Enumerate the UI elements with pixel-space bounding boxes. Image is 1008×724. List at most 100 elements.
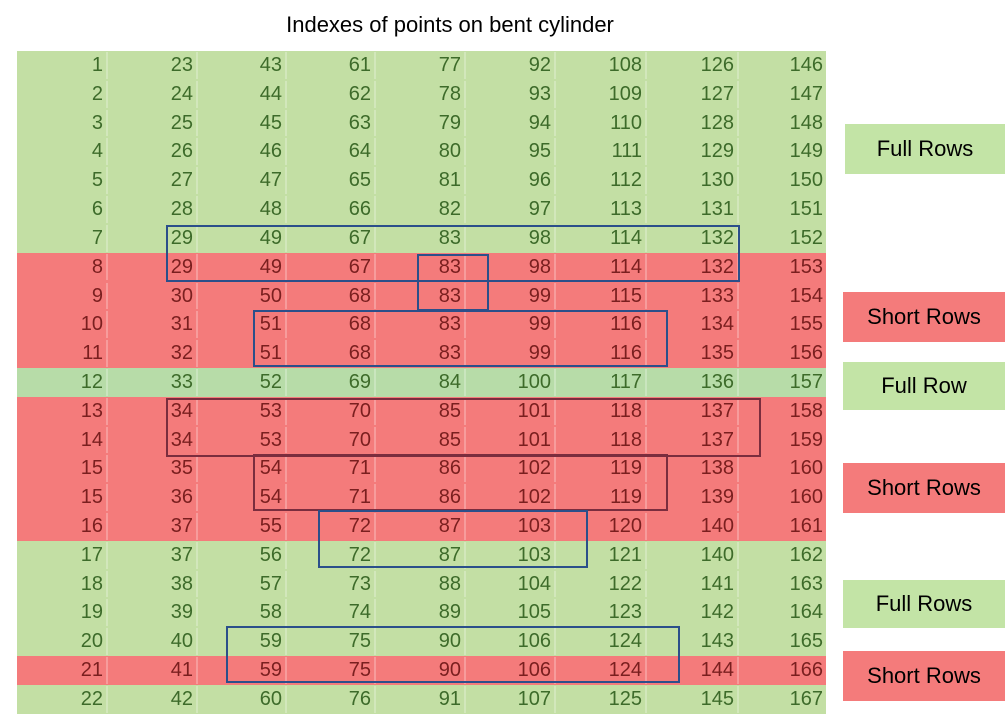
table-cell: 101 — [463, 397, 556, 425]
table-cell: 137 — [644, 397, 739, 425]
table-cell: 132 — [644, 224, 739, 252]
full-row: 19 39 58 74 89 105 123 142 164 — [17, 598, 828, 628]
table-cell: 161 — [736, 513, 828, 540]
table-cell: 93 — [463, 80, 556, 108]
table-cell: 59 — [195, 628, 287, 656]
table-cell: 148 — [736, 109, 828, 137]
table-cell: 33 — [105, 368, 198, 396]
table-cell: 99 — [463, 282, 556, 310]
table-cell: 91 — [373, 685, 466, 713]
full-row: 1 23 43 61 77 92 108 126 146 — [17, 51, 828, 80]
table-cell: 103 — [463, 541, 556, 569]
full-row: 4 26 46 64 80 95 111 129 149 — [17, 137, 828, 167]
table-cell: 63 — [284, 109, 376, 137]
table-cell: 4 — [17, 138, 108, 166]
table-cell: 144 — [644, 657, 739, 684]
table-cell: 50 — [195, 282, 287, 310]
table-cell: 106 — [463, 628, 556, 656]
table-cell: 124 — [553, 628, 647, 656]
table-cell: 56 — [195, 541, 287, 569]
legend-label: Short Rows — [843, 463, 1005, 513]
table-cell: 83 — [373, 282, 466, 310]
table-cell: 45 — [195, 109, 287, 137]
table-cell: 119 — [553, 455, 647, 483]
table-cell: 143 — [644, 628, 739, 656]
table-cell: 69 — [284, 368, 376, 396]
table-cell: 123 — [553, 599, 647, 627]
table-cell: 64 — [284, 138, 376, 166]
table-cell: 135 — [644, 340, 739, 367]
table-cell: 117 — [553, 368, 647, 396]
table-cell: 27 — [105, 167, 198, 195]
table-cell: 94 — [463, 109, 556, 137]
table-cell: 59 — [195, 657, 287, 684]
table-cell: 39 — [105, 599, 198, 627]
table-cell: 15 — [17, 455, 108, 483]
table-cell: 99 — [463, 311, 556, 339]
table-cell: 53 — [195, 426, 287, 454]
table-cell: 18 — [17, 570, 108, 598]
table-cell: 78 — [373, 80, 466, 108]
table-cell: 20 — [17, 628, 108, 656]
table-cell: 160 — [736, 484, 828, 511]
table-cell: 129 — [644, 138, 739, 166]
table-cell: 8 — [17, 253, 108, 281]
table-cell: 44 — [195, 80, 287, 108]
table-cell: 167 — [736, 685, 828, 713]
table-cell: 151 — [736, 196, 828, 223]
legend-label: Full Rows — [843, 580, 1005, 628]
table-cell: 146 — [736, 52, 828, 79]
table-cell: 162 — [736, 541, 828, 569]
table-cell: 51 — [195, 340, 287, 367]
table-cell: 108 — [553, 52, 647, 79]
table-cell: 43 — [195, 52, 287, 79]
full-row: 20 40 59 75 90 106 124 143 165 — [17, 627, 828, 657]
table-cell: 84 — [373, 368, 466, 396]
table-cell: 98 — [463, 253, 556, 281]
short-row: 15 36 54 71 86 102 119 139 160 — [17, 483, 828, 512]
table-cell: 79 — [373, 109, 466, 137]
table-cell: 138 — [644, 455, 739, 483]
table-cell: 145 — [644, 685, 739, 713]
table-cell: 34 — [105, 426, 198, 454]
table-cell: 118 — [553, 397, 647, 425]
table-cell: 31 — [105, 311, 198, 339]
table-cell: 16 — [17, 513, 108, 540]
table-cell: 163 — [736, 570, 828, 598]
table-cell: 26 — [105, 138, 198, 166]
table-cell: 72 — [284, 513, 376, 540]
table-cell: 125 — [553, 685, 647, 713]
table-cell: 164 — [736, 599, 828, 627]
table-cell: 132 — [644, 253, 739, 281]
short-row: 14 34 53 70 85 101 118 137 159 — [17, 425, 828, 455]
table-cell: 103 — [463, 513, 556, 540]
table-cell: 87 — [373, 541, 466, 569]
table-cell: 49 — [195, 224, 287, 252]
table-cell: 68 — [284, 282, 376, 310]
table-cell: 92 — [463, 52, 556, 79]
table-cell: 119 — [553, 484, 647, 511]
table-cell: 76 — [284, 685, 376, 713]
table-cell: 106 — [463, 657, 556, 684]
table-cell: 60 — [195, 685, 287, 713]
full-row: 17 37 56 72 87 103 121 140 162 — [17, 540, 828, 570]
table-cell: 51 — [195, 311, 287, 339]
table-cell: 68 — [284, 340, 376, 367]
table-cell: 99 — [463, 340, 556, 367]
table-cell: 65 — [284, 167, 376, 195]
table-cell: 2 — [17, 80, 108, 108]
table-cell: 85 — [373, 397, 466, 425]
table-cell: 5 — [17, 167, 108, 195]
table-cell: 133 — [644, 282, 739, 310]
table-cell: 141 — [644, 570, 739, 598]
index-table: 1 23 43 61 77 92 108 126 146 2 24 44 62 78 93 109 127 147… — [17, 51, 828, 714]
table-cell: 70 — [284, 397, 376, 425]
table-cell: 66 — [284, 196, 376, 223]
table-cell: 13 — [17, 397, 108, 425]
table-cell: 67 — [284, 224, 376, 252]
short-row: 11 32 51 68 83 99 116 135 156 — [17, 339, 828, 368]
table-cell: 83 — [373, 224, 466, 252]
table-cell: 86 — [373, 455, 466, 483]
table-cell: 101 — [463, 426, 556, 454]
table-cell: 81 — [373, 167, 466, 195]
